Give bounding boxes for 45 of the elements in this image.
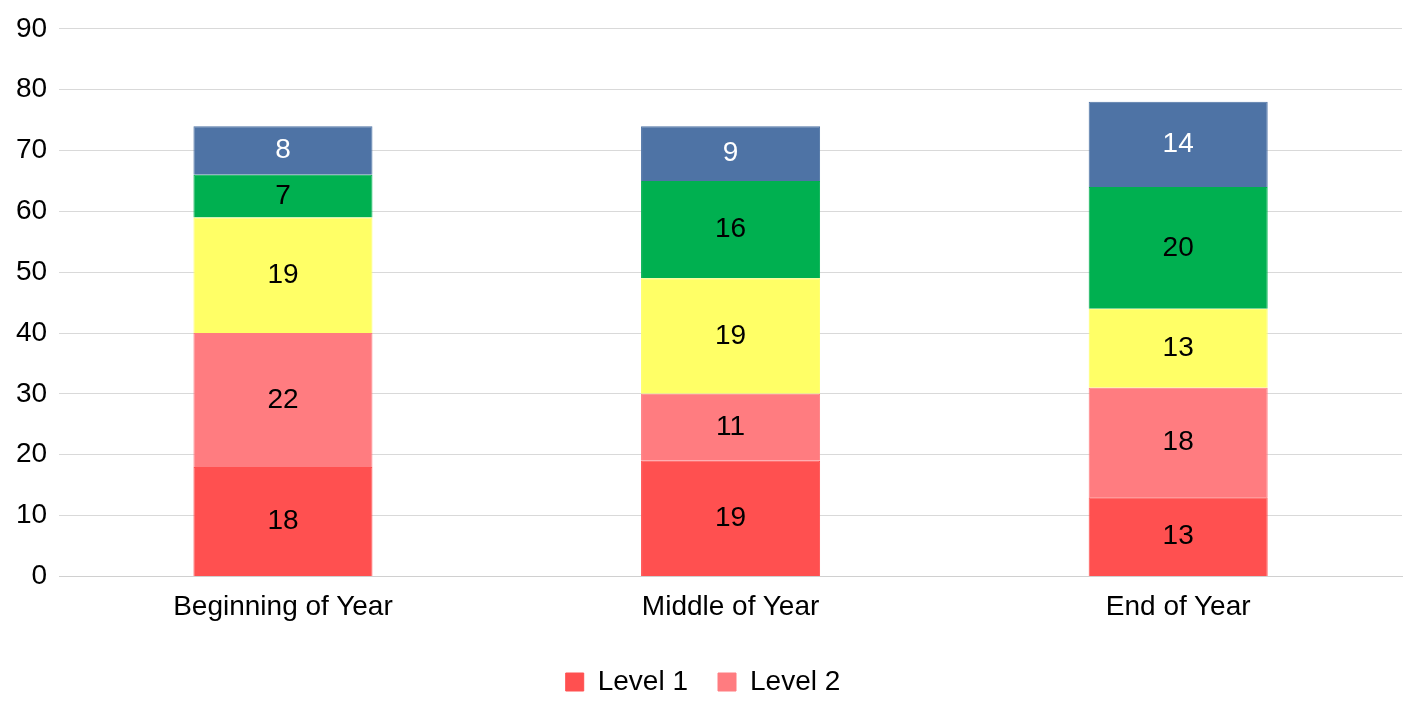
data-label: 18 [267, 504, 299, 536]
x-tick-label: Middle of Year [641, 589, 820, 621]
y-tick-label: 0 [31, 559, 48, 591]
bar [1088, 387, 1268, 498]
y-tick-label: 20 [15, 437, 48, 469]
bar [641, 460, 821, 576]
x-tick-label: End of Year [1105, 589, 1251, 621]
bar [1088, 187, 1268, 309]
bar [641, 278, 821, 394]
data-label: 18 [1162, 425, 1194, 457]
bar [193, 333, 373, 467]
y-tick-label: 60 [15, 194, 48, 226]
data-label: 19 [714, 501, 747, 533]
data-label: 13 [1162, 330, 1194, 362]
bar [641, 393, 821, 461]
legend-label: Level 1 [597, 664, 689, 696]
bar [1088, 497, 1268, 576]
data-label: 22 [267, 382, 299, 414]
data-label: 19 [714, 318, 747, 350]
bar [1088, 308, 1268, 388]
y-tick-label: 90 [15, 11, 48, 43]
y-tick-label: 80 [15, 72, 48, 104]
data-label: 8 [275, 133, 291, 165]
data-label: 19 [267, 257, 299, 289]
bar [193, 217, 373, 334]
data-label: 13 [1162, 519, 1194, 551]
data-label: 16 [714, 212, 747, 244]
data-label: 11 [716, 410, 746, 442]
data-label: 9 [722, 136, 739, 168]
x-tick-label: Beginning of Year [173, 589, 393, 621]
bar [193, 126, 373, 175]
y-tick-label: 70 [15, 133, 48, 165]
bar [193, 174, 373, 218]
bar [641, 180, 821, 279]
y-tick-label: 50 [15, 254, 48, 286]
y-tick-label: 40 [15, 315, 48, 347]
data-label: 7 [275, 178, 291, 210]
legend-label: Level 2 [750, 664, 841, 696]
y-tick-label: 10 [15, 498, 48, 530]
data-label: 14 [1162, 127, 1194, 159]
data-label: 20 [1162, 230, 1194, 262]
y-tick-label: 30 [15, 376, 48, 408]
bar [641, 126, 821, 181]
bar [1088, 101, 1268, 187]
bar [193, 466, 373, 576]
